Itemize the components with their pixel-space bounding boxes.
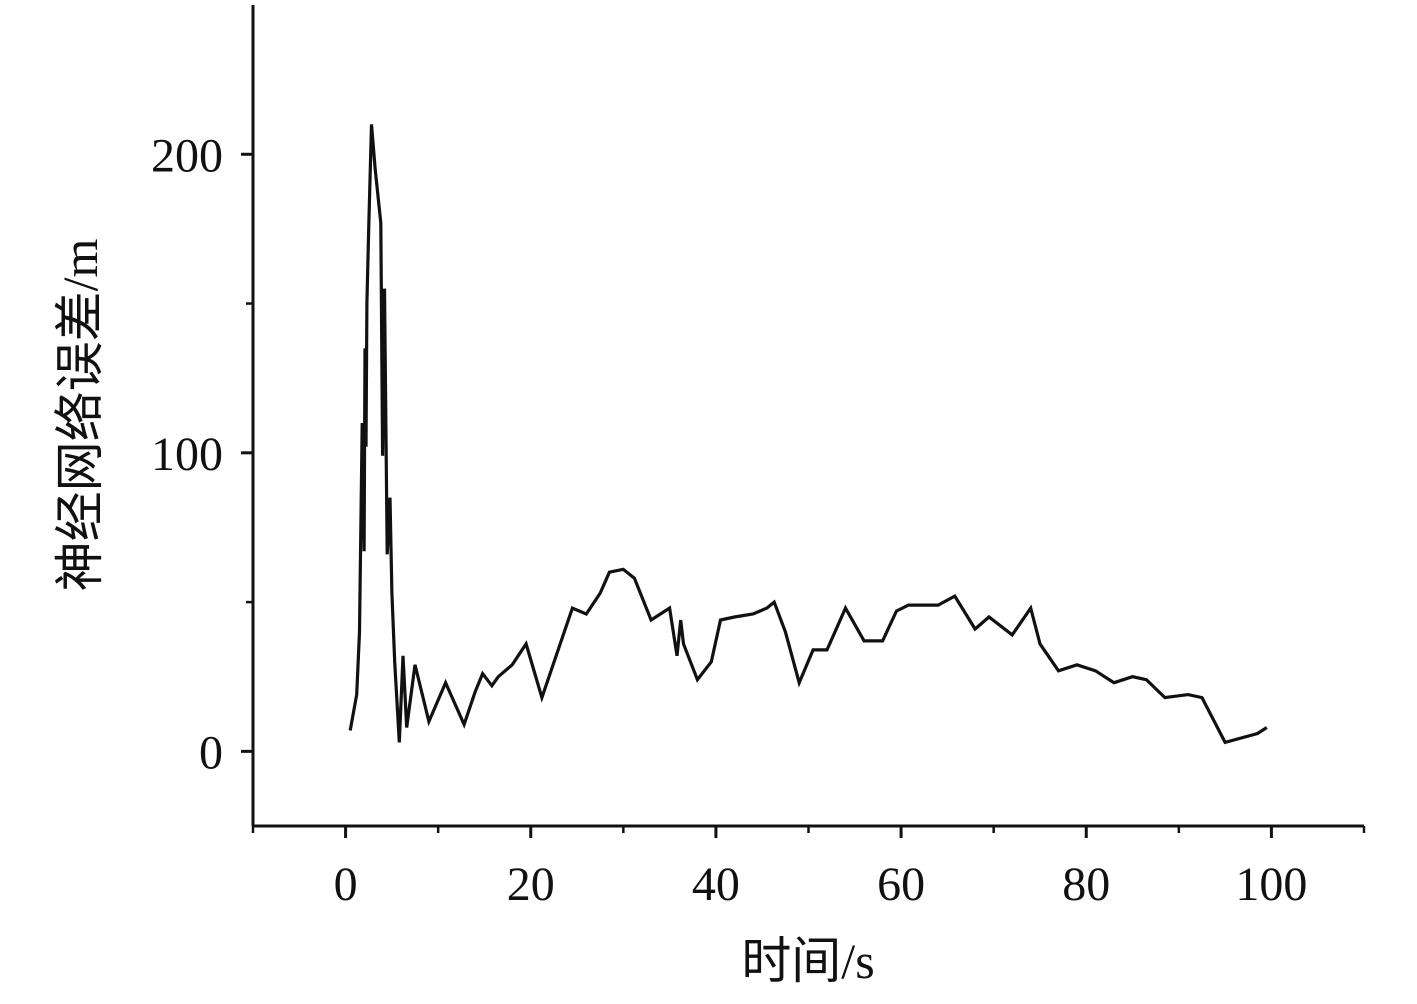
error-series-line: [348, 124, 1268, 745]
x-tick-label: 40: [692, 858, 740, 911]
x-axis-title: 时间/s: [741, 933, 874, 989]
axes-layer: 0 20 40 60 80 100 0 100 200: [151, 5, 1366, 911]
x-tick-label: 60: [877, 858, 925, 911]
y-axis-title: 神经网络误差/m: [52, 239, 108, 592]
y-tick-label: 200: [151, 129, 223, 182]
x-tick-label: 20: [507, 858, 555, 911]
y-tick-label: 0: [199, 726, 223, 779]
x-tick-label: 100: [1235, 858, 1307, 911]
y-tick-label: 100: [151, 428, 223, 481]
x-tick-label: 0: [334, 858, 358, 911]
labels-layer: 时间/s 神经网络误差/m: [52, 239, 875, 989]
x-tick-label: 80: [1062, 858, 1110, 911]
series-layer: [348, 124, 1268, 745]
